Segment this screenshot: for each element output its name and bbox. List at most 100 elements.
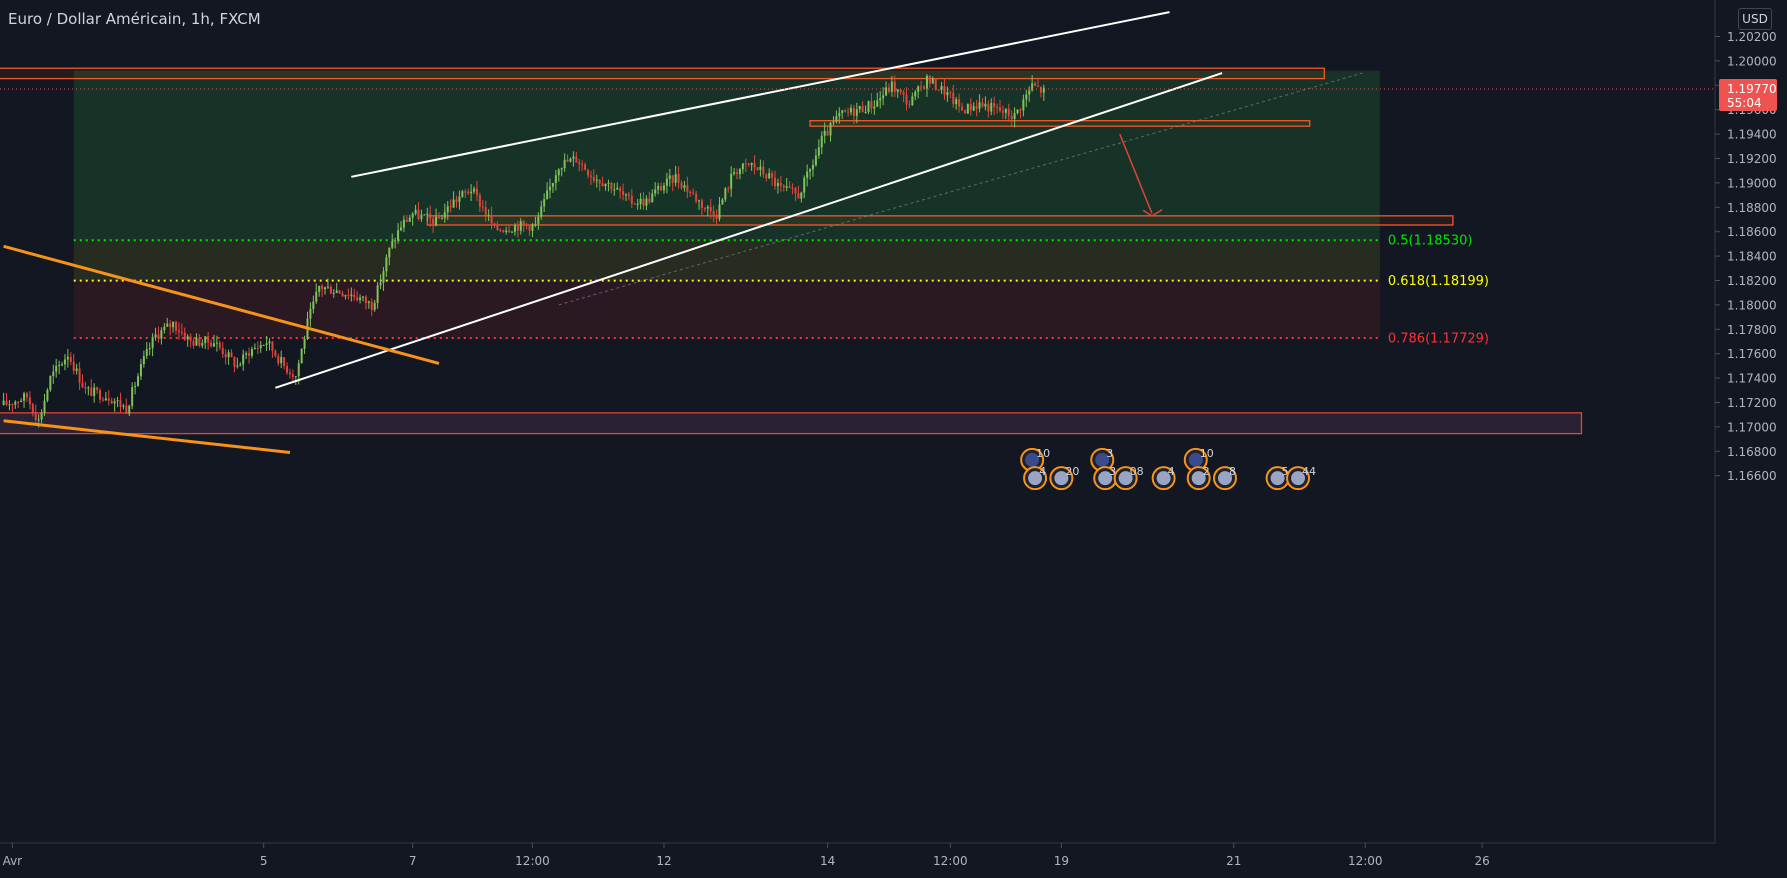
candle-body [443, 212, 446, 219]
price-tag [1719, 78, 1777, 111]
candle-body [680, 182, 683, 188]
candle-body [546, 190, 549, 200]
candle-body [890, 81, 893, 92]
y-tick-label: 1.18000 [1727, 298, 1777, 312]
candle-body [373, 302, 376, 310]
candle-body [478, 195, 481, 207]
candle-body [78, 368, 81, 383]
candle-body [397, 230, 400, 241]
candle-body [297, 363, 300, 377]
event-count: 4 [1039, 465, 1046, 478]
x-tick-label: Avr [3, 854, 23, 868]
y-tick-label: 1.20000 [1727, 54, 1777, 68]
fib-diagonal [558, 72, 1363, 306]
y-tick-label: 1.16800 [1727, 445, 1777, 459]
candle-body [408, 217, 411, 222]
y-tick-label: 1.18200 [1727, 274, 1777, 288]
currency-button[interactable]: USD [1738, 8, 1772, 30]
candle-body [66, 356, 69, 360]
candle-body [700, 200, 703, 208]
candle-body [449, 206, 452, 208]
candle-body [1042, 87, 1045, 93]
candle-body [911, 96, 914, 106]
candle-body [674, 174, 677, 183]
trend-line-0 [351, 11, 1170, 178]
candle-body [69, 356, 72, 362]
candle-body [294, 376, 297, 378]
candle-body [467, 191, 470, 194]
candle-body [248, 353, 251, 356]
event-count: 5 [1282, 465, 1289, 478]
candle-body [934, 78, 937, 90]
candle-body [388, 247, 391, 258]
candle-body [367, 301, 370, 304]
candle-body [376, 285, 379, 303]
candle-body [958, 99, 961, 107]
candle-body [14, 401, 17, 405]
event-count: 2 [1203, 465, 1210, 478]
candle-body [1019, 109, 1022, 111]
candle-body [221, 347, 224, 355]
candle-body [937, 89, 940, 91]
y-tick-label: 1.20200 [1727, 30, 1777, 44]
candle-body [96, 387, 99, 391]
candle-body [788, 186, 791, 188]
candle-body [385, 257, 388, 272]
fib-label-0: 0.5(1.18530) [1388, 234, 1473, 249]
candle-body [58, 364, 61, 366]
candle-body [180, 331, 183, 333]
y-tick-label: 1.18600 [1727, 225, 1777, 239]
candle-body [747, 163, 750, 165]
candle-body [429, 213, 432, 219]
candle-body [706, 206, 709, 209]
candle-body [321, 285, 324, 290]
y-tick-label: 1.17000 [1727, 420, 1777, 434]
candle-body [23, 393, 26, 401]
candle-body [598, 179, 601, 184]
y-tick-label: 1.18800 [1727, 201, 1777, 215]
candle-body [940, 86, 943, 90]
candle-body [595, 179, 598, 181]
candle-body [280, 357, 283, 364]
candle-body [145, 349, 148, 356]
candle-body [712, 211, 715, 217]
candle-body [210, 342, 213, 347]
candle-body [683, 185, 686, 188]
candle-body [341, 293, 344, 297]
candle-body [969, 104, 972, 111]
candle-body [724, 188, 727, 200]
candle-body [318, 285, 321, 292]
candle-body [28, 397, 31, 405]
candle-body [876, 100, 879, 107]
candle-body [952, 92, 955, 105]
candle-body [300, 348, 303, 364]
candle-body [177, 330, 180, 332]
candle-body [233, 357, 236, 367]
candle-body [81, 382, 84, 388]
candle-body [849, 108, 852, 113]
candle-body [604, 183, 607, 187]
candle-body [508, 230, 511, 232]
candle-body [803, 177, 806, 193]
candle-body [151, 337, 154, 349]
candle-body [283, 357, 286, 367]
candle-body [575, 156, 578, 163]
candle-body [259, 345, 262, 349]
candle-body [794, 188, 797, 194]
candle-body [174, 322, 177, 331]
x-tick-label: 12 [656, 854, 671, 868]
y-tick-label: 1.17400 [1727, 372, 1777, 386]
candle-body [458, 196, 461, 202]
candle-body [750, 163, 753, 165]
candle-body [55, 365, 58, 372]
candle-body [703, 207, 706, 209]
candle-body [616, 187, 619, 190]
candle-body [101, 399, 104, 401]
candle-body [11, 404, 14, 406]
candle-body [972, 106, 975, 111]
candle-body [212, 343, 215, 347]
candle-body [172, 322, 175, 328]
candle-body [946, 92, 949, 96]
candle-body [823, 130, 826, 136]
